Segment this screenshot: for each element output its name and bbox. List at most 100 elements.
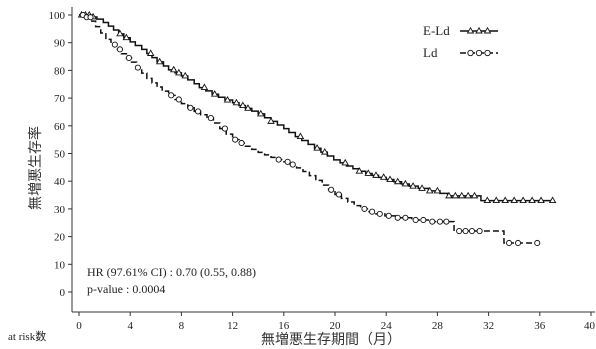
plot-curves xyxy=(79,14,553,244)
censor-marker-ld xyxy=(275,156,282,163)
legend-label-ld: Ld xyxy=(423,45,438,60)
x-axis: 0 4 8 12 16 20 24 28 32 36 40 xyxy=(72,311,596,332)
censor-marker-ld xyxy=(436,218,444,225)
legend-circle-marker xyxy=(475,49,483,57)
censor-marker-e-ld xyxy=(175,68,183,76)
censor-marker-e-ld xyxy=(232,98,241,106)
censor-marker-ld xyxy=(402,214,409,221)
legend-item-ld: Ld xyxy=(423,45,498,60)
censor-marker-ld xyxy=(175,96,182,103)
legend-circle-marker xyxy=(484,49,491,57)
censor-marker-e-ld xyxy=(510,196,518,204)
x-tick-label: 36 xyxy=(534,320,546,332)
survival-curve-e-ld xyxy=(79,14,553,202)
censor-marker-ld xyxy=(456,228,463,235)
censor-marker-e-ld xyxy=(181,71,190,79)
censor-marker-ld xyxy=(125,54,132,61)
y-tick-label: 0 xyxy=(60,287,66,299)
censor-marker-e-ld xyxy=(401,179,410,187)
at-risk-label: at risk数 xyxy=(8,330,46,343)
censor-marker-e-ld xyxy=(386,175,394,182)
censor-marker-ld xyxy=(194,108,202,115)
x-tick-label: 0 xyxy=(76,320,82,332)
censor-marker-e-ld xyxy=(409,182,417,189)
x-axis-ticks: 0 4 8 12 16 20 24 28 32 36 40 xyxy=(76,312,596,332)
censor-marker-ld xyxy=(87,14,94,21)
censor-marker-ld xyxy=(111,41,118,48)
y-axis-ticks: 0 10 20 30 40 50 60 70 80 90 100 xyxy=(49,10,72,299)
censor-marker-ld xyxy=(369,208,376,215)
censor-marker-ld xyxy=(420,216,427,224)
censor-marker-e-ld xyxy=(418,184,426,191)
y-tick-label: 30 xyxy=(54,204,66,216)
y-axis-title: 無増悪生存率 xyxy=(27,126,44,210)
censor-marker-e-ld xyxy=(483,196,492,204)
censor-marker-ld xyxy=(238,139,245,147)
censor-marker-ld xyxy=(468,228,476,235)
censor-marker-ld xyxy=(187,104,194,111)
censor-marker-ld xyxy=(134,64,141,71)
censor-marker-e-ld xyxy=(122,33,131,41)
survival-curve-ld xyxy=(79,14,538,244)
censor-marker-e-ld xyxy=(470,191,479,199)
censor-marker-e-ld xyxy=(457,191,466,199)
x-tick-label: 4 xyxy=(127,320,133,332)
censor-marker-e-ld xyxy=(425,186,434,194)
censor-marker-e-ld xyxy=(320,148,329,155)
censor-marker-e-ld xyxy=(341,158,350,166)
censor-marker-ld xyxy=(335,191,342,198)
censor-marker-ld xyxy=(289,161,296,168)
legend-triangle-marker xyxy=(466,26,475,34)
censor-marker-e-ld xyxy=(313,144,321,151)
x-tick-label: 16 xyxy=(278,320,290,332)
censor-marker-e-ld xyxy=(464,191,472,199)
censor-marker-ld xyxy=(168,92,175,99)
censor-marker-e-ld xyxy=(169,65,178,73)
censor-marker-ld xyxy=(385,212,392,219)
legend-label-e-ld: E-Ld xyxy=(423,23,450,38)
censor-marker-e-ld xyxy=(210,90,219,97)
censor-marker-ld xyxy=(462,228,469,235)
hazard-ratio-annotation: HR (97.61% CI) : 0.70 (0.55, 0.88) xyxy=(87,265,256,279)
censor-marker-e-ld xyxy=(445,191,453,199)
censor-marker-ld xyxy=(221,125,228,132)
x-tick-label: 32 xyxy=(483,320,494,332)
censor-marker-e-ld xyxy=(244,104,252,111)
y-axis: 0 10 20 30 40 50 60 70 80 90 100 xyxy=(49,7,73,312)
censor-marker-e-ld xyxy=(116,29,124,37)
censor-marker-e-ld xyxy=(548,196,557,204)
plot-censor-markers xyxy=(77,10,557,247)
censor-marker-e-ld xyxy=(519,196,527,204)
legend-triangle-marker xyxy=(483,26,492,34)
x-tick-label: 24 xyxy=(381,320,393,332)
censor-marker-e-ld xyxy=(393,177,402,185)
x-tick-label: 40 xyxy=(584,320,596,332)
censor-markers-ld xyxy=(79,11,541,247)
censor-marker-ld xyxy=(412,216,419,224)
censor-marker-ld xyxy=(443,218,450,225)
p-value-annotation: p-value : 0.0004 xyxy=(87,282,165,296)
y-tick-label: 90 xyxy=(54,38,66,50)
censor-marker-e-ld xyxy=(256,109,265,117)
x-tick-label: 12 xyxy=(227,320,238,332)
censor-marker-e-ld xyxy=(433,186,442,194)
x-axis-title: 無増悪生存期間（月） xyxy=(261,332,401,348)
legend-triangle-marker xyxy=(475,26,483,34)
censor-marker-ld xyxy=(534,239,541,247)
censor-marker-ld xyxy=(429,218,436,225)
censor-marker-ld xyxy=(506,239,513,247)
censor-marker-e-ld xyxy=(364,169,373,176)
censor-marker-ld xyxy=(328,186,335,193)
censor-marker-e-ld xyxy=(223,95,232,103)
censor-marker-ld xyxy=(376,210,383,217)
censor-marker-ld xyxy=(514,239,522,247)
censor-marker-e-ld xyxy=(200,83,209,91)
censor-marker-ld xyxy=(232,136,239,143)
censor-marker-ld xyxy=(476,228,483,235)
censor-marker-e-ld xyxy=(372,171,380,178)
censor-marker-e-ld xyxy=(355,167,364,174)
censor-marker-e-ld xyxy=(501,196,510,204)
y-tick-label: 70 xyxy=(54,93,66,105)
legend-circle-marker xyxy=(467,49,474,57)
censor-marker-e-ld xyxy=(296,132,305,140)
